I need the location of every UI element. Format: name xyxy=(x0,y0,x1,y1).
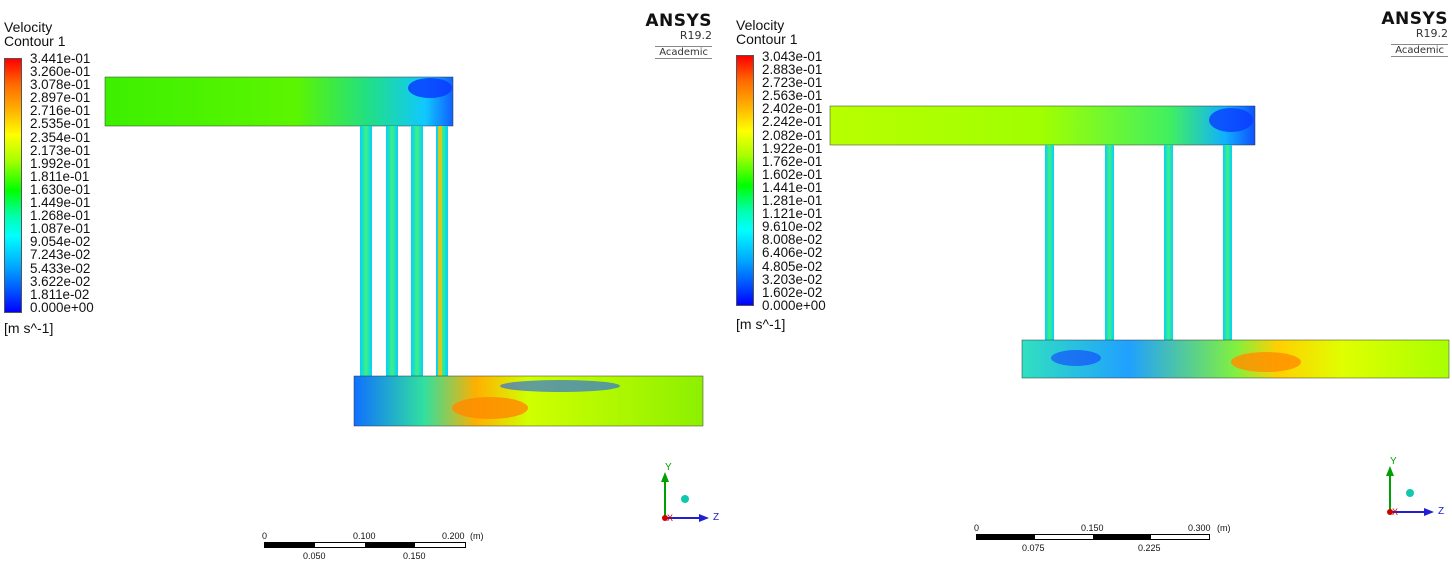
tick-label: 2.883e-01 xyxy=(762,62,823,78)
tick-label: 3.441e-01 xyxy=(30,51,91,66)
tick-label: 1.992e-01 xyxy=(30,155,91,171)
ansys-logo: ANSYS R19.2 Academic xyxy=(640,12,712,60)
tick-label: 1.922e-01 xyxy=(762,140,823,156)
axis-y-label: Y xyxy=(665,462,672,473)
connecting-pipe xyxy=(411,126,423,376)
inlet-channel xyxy=(104,76,454,127)
scale-bar-graphic xyxy=(976,534,1210,540)
legend-units: [m s^-1] xyxy=(736,316,786,332)
tick-label: 2.535e-01 xyxy=(30,116,91,132)
tick-label: 2.563e-01 xyxy=(762,88,823,104)
scale-label: 0 xyxy=(974,523,980,533)
inlet-channel xyxy=(829,105,1256,146)
brand-version: R19.2 xyxy=(679,29,712,42)
flow-domain-left xyxy=(104,76,704,427)
legend-title: Velocity Contour 1 xyxy=(4,20,65,48)
tick-label: 2.242e-01 xyxy=(762,114,823,130)
contour-panel-right: Velocity Contour 1 3.043e-01 2.883e-01 2… xyxy=(726,0,1452,573)
color-scale-bar xyxy=(4,58,22,313)
axis-x-label: X xyxy=(1392,507,1398,517)
connecting-pipe xyxy=(360,126,372,376)
connecting-pipe xyxy=(386,126,398,376)
tick-label: 2.354e-01 xyxy=(30,129,91,145)
tick-label: 4.805e-02 xyxy=(762,258,823,274)
ansys-logo: ANSYS R19.2 Academic xyxy=(1376,10,1448,58)
tick-label: 7.243e-02 xyxy=(30,247,91,263)
scale-unit: (m) xyxy=(470,531,484,541)
scale-label: 0.050 xyxy=(303,551,326,561)
tick-label: 5.433e-02 xyxy=(30,260,91,276)
tick-label: 1.811e-02 xyxy=(30,286,90,302)
tick-label: 1.441e-01 xyxy=(762,179,823,195)
scale-unit: (m) xyxy=(1217,523,1231,533)
tick-label: 6.406e-02 xyxy=(762,245,823,261)
tick-label: 3.203e-02 xyxy=(762,271,823,287)
connecting-pipe xyxy=(1223,145,1232,341)
axis-triad: Y Z X xyxy=(1386,456,1444,517)
scale-label: 0.075 xyxy=(1022,543,1045,553)
legend-title: Velocity Contour 1 xyxy=(736,18,797,46)
tick-label: 2.402e-01 xyxy=(762,101,823,117)
tick-label: 0.000e+00 xyxy=(30,299,94,315)
legend-variable: Velocity xyxy=(736,17,785,33)
scale-label: 0.150 xyxy=(403,551,426,561)
color-scale-ticks: 3.043e-01 2.883e-01 2.723e-01 2.563e-01 … xyxy=(762,50,826,312)
legend-contour-name: Contour 1 xyxy=(736,31,798,47)
scale-label: 0.225 xyxy=(1138,543,1161,553)
brand-name: ANSYS xyxy=(645,11,712,31)
tick-label: 1.268e-01 xyxy=(30,208,91,224)
scale-label: 0.300 xyxy=(1188,523,1211,533)
tick-label: 2.716e-01 xyxy=(30,103,91,119)
color-scale-ticks: 3.441e-01 3.260e-01 3.078e-01 2.897e-01 … xyxy=(30,52,94,314)
connecting-pipe xyxy=(1164,145,1173,341)
tick-label: 9.054e-02 xyxy=(30,234,91,250)
brand-edition: Academic xyxy=(655,46,712,59)
axis-z-label: Z xyxy=(713,512,719,523)
legend-units: [m s^-1] xyxy=(4,320,54,336)
brand-version: R19.2 xyxy=(1415,27,1448,40)
scale-bar-graphic xyxy=(264,542,466,548)
length-scale-bar: 0 0.100 0.200 (m) 0.050 0.150 xyxy=(262,531,492,561)
legend-contour-name: Contour 1 xyxy=(4,33,66,49)
connecting-pipe xyxy=(1045,145,1054,341)
axis-x-label: X xyxy=(667,513,673,523)
tick-label: 1.811e-01 xyxy=(30,168,90,184)
scale-label: 0.200 xyxy=(442,531,465,541)
tick-label: 1.087e-01 xyxy=(30,221,91,237)
legend-variable: Velocity xyxy=(4,19,53,35)
tick-label: 3.043e-01 xyxy=(762,49,823,64)
axis-z-label: Z xyxy=(1438,506,1444,517)
scale-label: 0.100 xyxy=(353,531,376,541)
tick-label: 3.622e-02 xyxy=(30,273,91,289)
tick-label: 0.000e+00 xyxy=(762,297,826,313)
tick-label: 1.449e-01 xyxy=(30,195,91,211)
tick-label: 1.630e-01 xyxy=(30,181,91,197)
scale-label: 0 xyxy=(262,531,268,541)
tick-label: 1.602e-02 xyxy=(762,284,823,300)
tick-label: 2.897e-01 xyxy=(30,90,91,106)
contour-panel-left: Velocity Contour 1 3.441e-01 3.260e-01 3… xyxy=(4,12,719,561)
flow-domain-right xyxy=(829,105,1450,379)
scale-label: 0.150 xyxy=(1081,523,1104,533)
tick-label: 2.082e-01 xyxy=(762,127,823,143)
tick-label: 1.281e-01 xyxy=(762,193,823,209)
brand-name: ANSYS xyxy=(1381,9,1448,29)
tick-label: 9.610e-02 xyxy=(762,219,823,235)
tick-label: 1.121e-01 xyxy=(762,206,823,222)
color-scale-bar xyxy=(736,55,754,306)
tick-label: 3.078e-01 xyxy=(30,77,91,93)
axis-y-label: Y xyxy=(1390,456,1397,467)
connecting-pipe xyxy=(1105,145,1114,341)
tick-label: 2.723e-01 xyxy=(762,75,823,91)
brand-edition: Academic xyxy=(1391,44,1448,57)
axis-triad: Y Z X xyxy=(661,462,719,523)
length-scale-bar: 0 0.150 0.300 (m) 0.075 0.225 xyxy=(974,523,1234,553)
tick-label: 8.008e-02 xyxy=(762,232,823,248)
tick-label: 3.260e-01 xyxy=(30,64,91,80)
tick-label: 1.602e-01 xyxy=(762,166,823,182)
tick-label: 2.173e-01 xyxy=(30,142,91,158)
tick-label: 1.762e-01 xyxy=(762,153,823,169)
